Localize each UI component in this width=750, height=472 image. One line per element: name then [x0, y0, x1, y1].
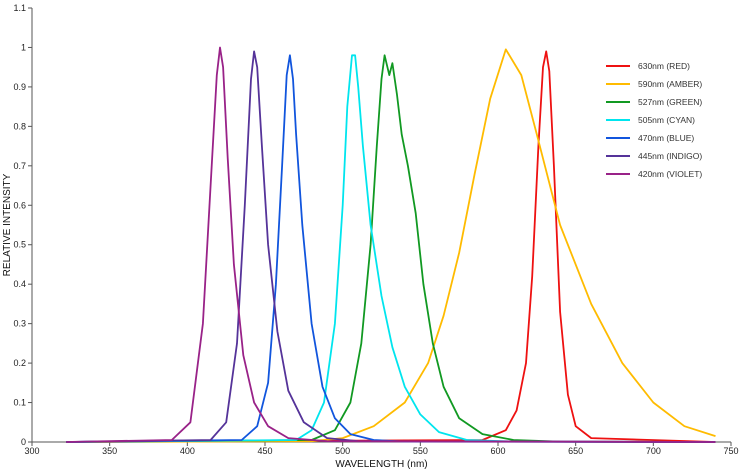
- x-tick-label: 300: [24, 446, 39, 456]
- legend-label: 590nm (AMBER): [638, 79, 702, 89]
- y-tick-label: 0.6: [13, 200, 26, 210]
- series-line: [66, 50, 716, 443]
- x-tick-label: 450: [257, 446, 272, 456]
- x-tick-label: 700: [646, 446, 661, 456]
- legend-label: 445nm (INDIGO): [638, 151, 702, 161]
- y-tick-label: 0.4: [13, 279, 26, 289]
- axes: 300 350 400 450 500 550 600 650 700 750 0 0.1 0.2 0.3…: [13, 3, 738, 456]
- y-tick-label: 0.2: [13, 358, 26, 368]
- y-tick-label: 0: [21, 437, 26, 447]
- x-tick-label: 550: [413, 446, 428, 456]
- x-tick-label: 750: [723, 446, 738, 456]
- x-tick-label: 350: [102, 446, 117, 456]
- x-tick-label: 650: [568, 446, 583, 456]
- x-tick-label: 400: [180, 446, 195, 456]
- series-line: [66, 48, 716, 443]
- y-tick-label: 0.7: [13, 161, 26, 171]
- y-tick-label: 1.1: [13, 3, 26, 13]
- y-tick-label: 0.8: [13, 121, 26, 131]
- series-layer: [66, 46, 716, 443]
- series-line: [66, 54, 716, 443]
- y-axis-title: RELATIVE INTENSITY: [2, 173, 13, 276]
- series-line: [66, 54, 716, 443]
- x-tick-label: 500: [335, 446, 350, 456]
- series-line: [66, 50, 716, 443]
- series-line: [66, 46, 716, 443]
- x-tick-label: 600: [490, 446, 505, 456]
- legend-label: 420nm (VIOLET): [638, 169, 702, 179]
- legend: 630nm (RED) 590nm (AMBER) 527nm (GREEN) 505…: [606, 61, 702, 179]
- y-tick-label: 0.5: [13, 240, 26, 250]
- legend-label: 505nm (CYAN): [638, 115, 695, 125]
- y-tick-label: 0.1: [13, 398, 26, 408]
- legend-label: 527nm (GREEN): [638, 97, 702, 107]
- legend-label: 630nm (RED): [638, 61, 690, 71]
- legend-label: 470nm (BLUE): [638, 133, 694, 143]
- series-line: [66, 54, 716, 443]
- y-tick-label: 0.3: [13, 319, 26, 329]
- y-tick-label: 1: [21, 42, 26, 52]
- x-axis-title: WAVELENGTH (nm): [335, 459, 427, 470]
- y-tick-label: 0.9: [13, 82, 26, 92]
